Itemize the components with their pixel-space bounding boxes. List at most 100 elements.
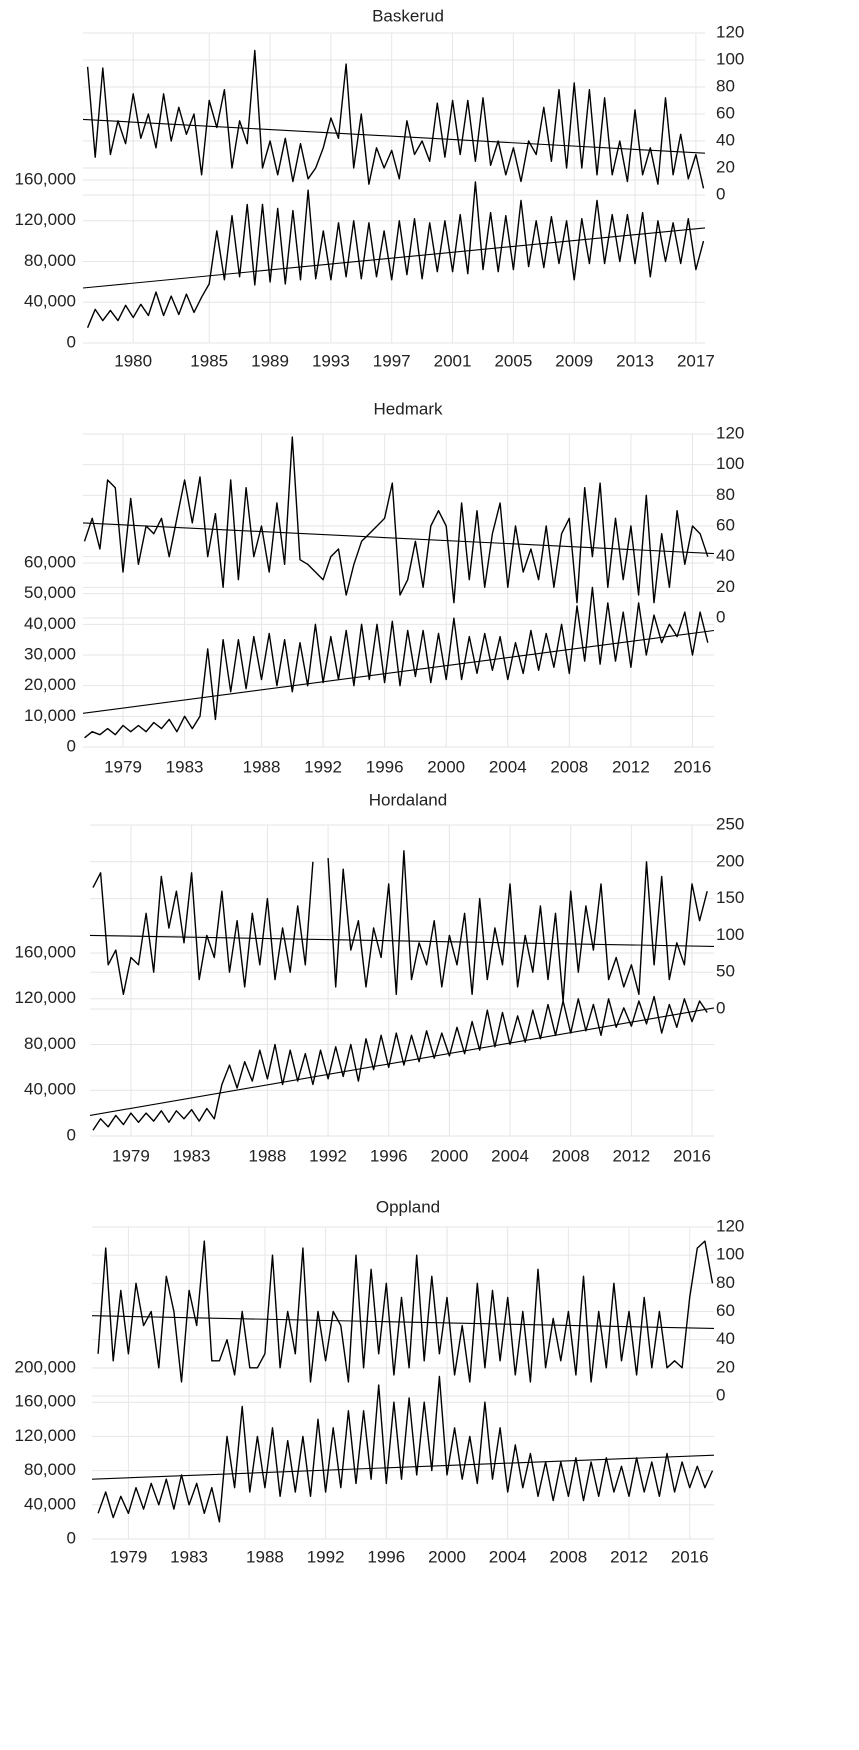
y-tick-label: 200,000 <box>15 1357 76 1376</box>
trend-line <box>82 118 706 154</box>
x-tick-label: 1988 <box>249 1146 287 1165</box>
trend-line <box>89 1007 715 1116</box>
trend-line <box>82 522 715 555</box>
y-tick-label: 0 <box>67 1528 76 1547</box>
x-tick-label: 2012 <box>612 757 650 776</box>
x-tick-label: 1996 <box>366 757 404 776</box>
y-tick-label: 40,000 <box>24 292 76 311</box>
y2-tick-label: 80 <box>716 1273 735 1292</box>
x-tick-label: 1996 <box>367 1547 405 1566</box>
x-tick-label: 1985 <box>190 351 228 370</box>
trend-line <box>91 1454 715 1480</box>
y2-tick-label: 20 <box>716 1357 735 1376</box>
x-tick-label: 1983 <box>170 1547 208 1566</box>
x-tick-label: 2004 <box>489 1547 527 1566</box>
y2-tick-label: 80 <box>716 485 735 504</box>
y-tick-label: 0 <box>67 1125 76 1144</box>
x-tick-label: 2012 <box>610 1547 648 1566</box>
series-line <box>92 995 708 1131</box>
trend-line <box>82 227 706 289</box>
y-tick-label: 120,000 <box>15 988 76 1007</box>
x-tick-label: 1980 <box>114 351 152 370</box>
y-tick-label: 160,000 <box>15 942 76 961</box>
panel-title: Oppland <box>376 1197 440 1216</box>
y2-tick-label: 0 <box>716 998 725 1017</box>
y-tick-label: 40,000 <box>24 614 76 633</box>
y-tick-label: 30,000 <box>24 644 76 663</box>
y2-tick-label: 40 <box>716 546 735 565</box>
x-tick-label: 2008 <box>552 1146 590 1165</box>
x-tick-label: 1979 <box>109 1547 147 1566</box>
y-tick-label: 50,000 <box>24 583 76 602</box>
y2-tick-label: 120 <box>716 423 744 442</box>
y-tick-label: 160,000 <box>15 169 76 188</box>
y2-tick-label: 100 <box>716 49 744 68</box>
x-tick-label: 2000 <box>427 757 465 776</box>
y-tick-label: 0 <box>67 332 76 351</box>
series-line <box>97 1375 714 1523</box>
y-tick-label: 120,000 <box>15 1426 76 1445</box>
y2-tick-label: 60 <box>716 515 735 534</box>
x-tick-label: 2016 <box>671 1547 709 1566</box>
x-tick-label: 1996 <box>370 1146 408 1165</box>
series-line <box>97 1240 714 1383</box>
panel-title: Hordaland <box>369 790 447 809</box>
x-tick-label: 1993 <box>312 351 350 370</box>
panel-title: Baskerud <box>372 6 444 25</box>
y2-tick-label: 40 <box>716 1329 735 1348</box>
series-line <box>83 436 709 604</box>
y2-tick-label: 80 <box>716 76 735 95</box>
y-tick-label: 10,000 <box>24 706 76 725</box>
y2-tick-label: 120 <box>716 1216 744 1235</box>
x-tick-label: 2009 <box>555 351 593 370</box>
trend-line <box>91 1315 715 1329</box>
y-tick-label: 0 <box>67 736 76 755</box>
x-tick-label: 1988 <box>243 757 281 776</box>
y-tick-label: 80,000 <box>24 1034 76 1053</box>
y2-tick-label: 60 <box>716 103 735 122</box>
x-tick-label: 1979 <box>112 1146 150 1165</box>
y-tick-label: 60,000 <box>24 552 76 571</box>
trend-line <box>82 629 715 714</box>
y2-tick-label: 60 <box>716 1301 735 1320</box>
x-tick-label: 2012 <box>612 1146 650 1165</box>
y-tick-label: 20,000 <box>24 675 76 694</box>
x-tick-label: 1992 <box>304 757 342 776</box>
panel-title: Hedmark <box>374 399 443 418</box>
y2-tick-label: 150 <box>716 888 744 907</box>
y2-tick-label: 250 <box>716 814 744 833</box>
trend-line <box>89 934 715 947</box>
x-tick-label: 2017 <box>677 351 715 370</box>
y2-tick-label: 50 <box>716 962 735 981</box>
y-tick-label: 160,000 <box>15 1392 76 1411</box>
x-tick-label: 1988 <box>246 1547 284 1566</box>
y-tick-label: 80,000 <box>24 251 76 270</box>
series-line <box>86 181 705 328</box>
x-tick-label: 1983 <box>173 1146 211 1165</box>
y2-tick-label: 100 <box>716 454 744 473</box>
y2-tick-label: 200 <box>716 851 744 870</box>
y2-tick-label: 0 <box>716 184 725 203</box>
x-tick-label: 2013 <box>616 351 654 370</box>
y-tick-label: 120,000 <box>15 210 76 229</box>
x-tick-label: 2016 <box>673 1146 711 1165</box>
y-tick-label: 40,000 <box>24 1494 76 1513</box>
y-tick-label: 40,000 <box>24 1080 76 1099</box>
x-tick-label: 1989 <box>251 351 289 370</box>
x-tick-label: 1983 <box>166 757 204 776</box>
x-tick-label: 2005 <box>494 351 532 370</box>
x-tick-label: 2008 <box>550 757 588 776</box>
y2-tick-label: 120 <box>716 22 744 41</box>
x-tick-label: 2000 <box>430 1146 468 1165</box>
x-tick-label: 1997 <box>373 351 411 370</box>
x-tick-label: 1979 <box>104 757 142 776</box>
y2-tick-label: 20 <box>716 577 735 596</box>
series-line <box>86 49 705 189</box>
y-tick-label: 80,000 <box>24 1460 76 1479</box>
y2-tick-label: 100 <box>716 1245 744 1264</box>
x-tick-label: 2000 <box>428 1547 466 1566</box>
y2-tick-label: 0 <box>716 1385 725 1404</box>
x-tick-label: 1992 <box>307 1547 345 1566</box>
